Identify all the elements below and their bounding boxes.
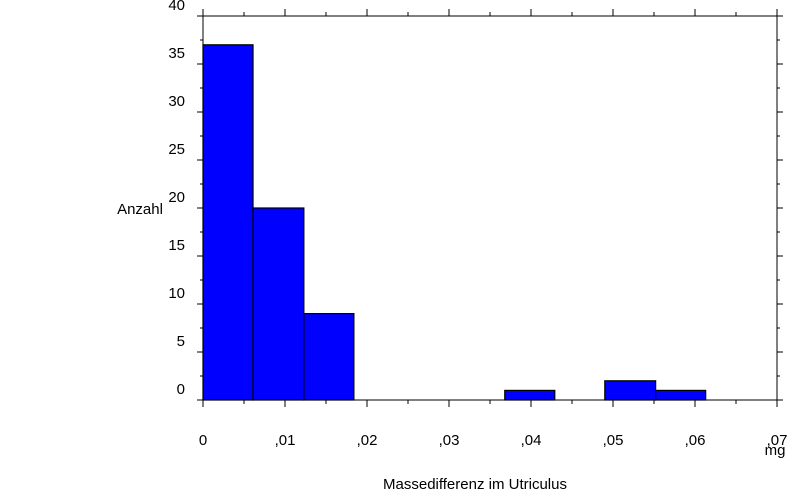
bar (655, 389, 707, 401)
y-tick-label: 40 (168, 0, 185, 14)
bar (252, 207, 305, 401)
bar (303, 313, 355, 401)
y-tick-label: 30 (168, 93, 185, 110)
bar (202, 44, 254, 401)
x-tick-label: ,01 (275, 432, 296, 449)
y-tick-label: 5 (177, 333, 185, 350)
x-tick-label: ,04 (521, 432, 542, 449)
x-tick-label: ,03 (439, 432, 460, 449)
bar (504, 389, 556, 401)
y-tick-label: 20 (168, 189, 185, 206)
y-tick-label: 25 (168, 141, 185, 158)
x-tick-label: ,07 (767, 432, 788, 449)
y-tick-label: 15 (168, 237, 185, 254)
x-tick-label: ,05 (603, 432, 624, 449)
bar (604, 380, 657, 401)
y-tick-label: 35 (168, 45, 185, 62)
x-axis-label: Massedifferenz im Utriculus (383, 476, 567, 493)
y-tick-label: 0 (177, 381, 185, 398)
x-tick-label: 0 (199, 432, 207, 449)
x-tick-label: ,06 (685, 432, 706, 449)
x-unit-label: mg (765, 442, 786, 459)
x-tick-label: ,02 (357, 432, 378, 449)
y-axis-label: Anzahl (117, 201, 163, 218)
y-tick-label: 10 (168, 285, 185, 302)
